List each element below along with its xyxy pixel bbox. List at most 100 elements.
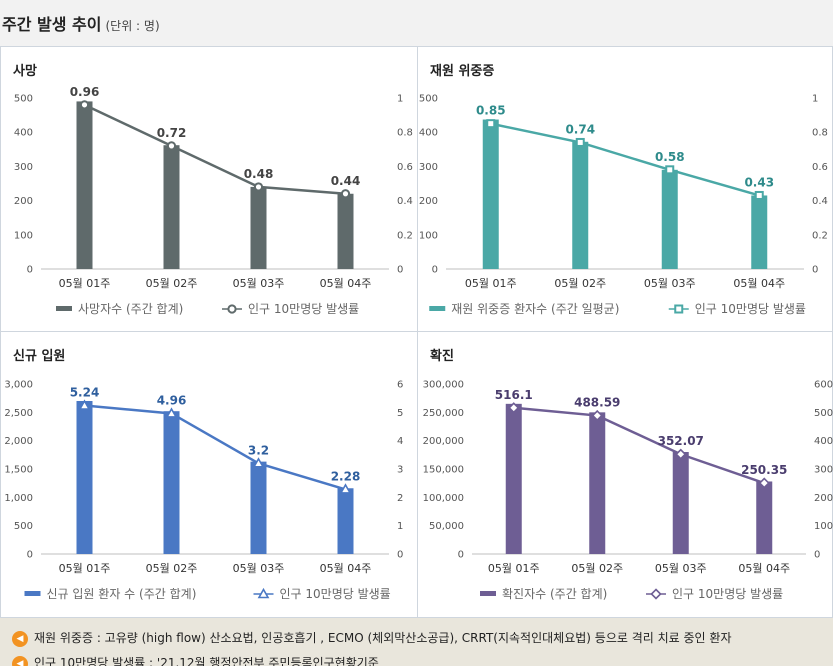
- rate-data-label: 3.2: [248, 443, 269, 457]
- legend-bar-label: 신규 입원 환자 수 (주간 합계): [47, 587, 197, 601]
- rate-line: [514, 408, 765, 483]
- y2-tick-label: 0: [397, 550, 403, 561]
- bar: [77, 101, 93, 269]
- rate-data-label: 0.74: [565, 122, 595, 136]
- rate-point: [487, 120, 494, 127]
- y2-tick-label: 600: [814, 380, 833, 391]
- legend-line-marker: [228, 305, 235, 312]
- chart-title: 확진: [430, 348, 454, 364]
- rate-point: [167, 409, 176, 417]
- legend-bar-swatch: [25, 591, 41, 596]
- rate-data-label: 516.1: [495, 388, 533, 402]
- y-tick-label: 3,000: [4, 380, 33, 391]
- bar: [164, 411, 180, 554]
- y-tick-label: 300: [419, 162, 438, 173]
- x-tick-label: 05월 02주: [146, 277, 198, 290]
- rate-data-label: 0.58: [655, 150, 685, 164]
- legend: 확진자수 (주간 합계)인구 10만명당 발생률: [480, 587, 783, 601]
- rate-data-label: 0.44: [331, 174, 361, 188]
- legend-bar-label: 재원 위중증 환자수 (주간 일평균): [451, 302, 619, 316]
- x-tick-label: 05월 01주: [465, 277, 517, 290]
- x-tick-label: 05월 01주: [59, 562, 111, 575]
- y-tick-label: 0: [432, 265, 438, 276]
- rate-line: [491, 124, 760, 196]
- bar: [338, 194, 354, 269]
- bar: [483, 120, 499, 269]
- x-tick-label: 05월 04주: [733, 277, 785, 290]
- y-tick-label: 50,000: [429, 521, 464, 532]
- rate-data-label: 4.96: [157, 393, 187, 407]
- y-tick-label: 200,000: [423, 436, 464, 447]
- rate-data-label: 352.07: [658, 434, 704, 448]
- y2-tick-label: 1: [812, 94, 818, 105]
- chart-title: 사망: [13, 63, 37, 79]
- chart-svg-severe: 재원 위중증010020030040050000.20.40.60.8105월 …: [418, 47, 833, 333]
- y2-tick-label: 0: [397, 265, 403, 276]
- y-tick-label: 1,000: [4, 493, 33, 504]
- rate-data-label: 5.24: [70, 386, 100, 400]
- x-tick-label: 05월 01주: [488, 562, 540, 575]
- x-tick-label: 05월 03주: [644, 277, 696, 290]
- rate-line: [85, 105, 346, 194]
- bar: [751, 195, 767, 269]
- y-tick-label: 1,500: [4, 465, 33, 476]
- legend-bar-swatch: [56, 306, 72, 311]
- legend-line-label: 인구 10만명당 발생률: [248, 302, 359, 316]
- legend: 사망자수 (주간 합계)인구 10만명당 발생률: [56, 302, 359, 316]
- x-tick-label: 05월 04주: [320, 277, 372, 290]
- y2-tick-label: 0: [812, 265, 818, 276]
- rate-point: [577, 139, 584, 146]
- legend-line-label: 인구 10만명당 발생률: [672, 587, 783, 601]
- y2-tick-label: 300: [814, 465, 833, 476]
- rate-line: [85, 406, 346, 490]
- x-tick-label: 05월 02주: [146, 562, 198, 575]
- rate-point: [756, 192, 763, 199]
- y-tick-label: 0: [27, 550, 33, 561]
- rate-point: [81, 101, 88, 108]
- y2-tick-label: 200: [814, 493, 833, 504]
- bar: [589, 412, 605, 554]
- bar: [77, 401, 93, 554]
- y2-tick-label: 2: [397, 493, 403, 504]
- chart-title: 재원 위중증: [430, 64, 494, 79]
- bar: [662, 170, 678, 269]
- bar: [251, 187, 267, 269]
- rate-point: [168, 142, 175, 149]
- note-text: 재원 위중증 : 고유량 (high flow) 산소요법, 인공호흡기 , E…: [34, 631, 731, 645]
- bar: [506, 404, 522, 554]
- y2-tick-label: 0.6: [397, 162, 413, 173]
- y-tick-label: 2,500: [4, 408, 33, 419]
- x-tick-label: 05월 02주: [571, 562, 623, 575]
- rate-data-label: 0.72: [157, 126, 187, 140]
- y2-tick-label: 0.8: [397, 128, 413, 139]
- legend-bar-swatch: [480, 591, 496, 596]
- y-tick-label: 150,000: [423, 465, 464, 476]
- rate-point: [254, 459, 263, 467]
- y2-tick-label: 6: [397, 380, 403, 391]
- rate-point: [342, 190, 349, 197]
- y2-tick-label: 400: [814, 436, 833, 447]
- speaker-icon: ◀: [12, 656, 28, 666]
- y2-tick-label: 100: [814, 521, 833, 532]
- y-tick-label: 250,000: [423, 408, 464, 419]
- y2-tick-label: 1: [397, 521, 403, 532]
- y-tick-label: 500: [14, 94, 33, 105]
- x-tick-label: 05월 03주: [233, 562, 285, 575]
- rate-data-label: 0.96: [70, 85, 100, 99]
- y2-tick-label: 0: [814, 550, 820, 561]
- rate-data-label: 0.48: [244, 167, 274, 181]
- y2-tick-label: 1: [397, 94, 403, 105]
- rate-data-label: 250.35: [741, 463, 787, 477]
- page-title: 주간 발생 추이(단위 : 명): [2, 11, 160, 35]
- y-tick-label: 300: [14, 162, 33, 173]
- legend: 신규 입원 환자 수 (주간 합계)인구 10만명당 발생률: [25, 587, 391, 601]
- legend-line-marker: [259, 590, 268, 598]
- y-tick-label: 0: [27, 265, 33, 276]
- legend-line-marker: [675, 306, 682, 313]
- bar: [251, 462, 267, 554]
- x-tick-label: 05월 02주: [554, 277, 606, 290]
